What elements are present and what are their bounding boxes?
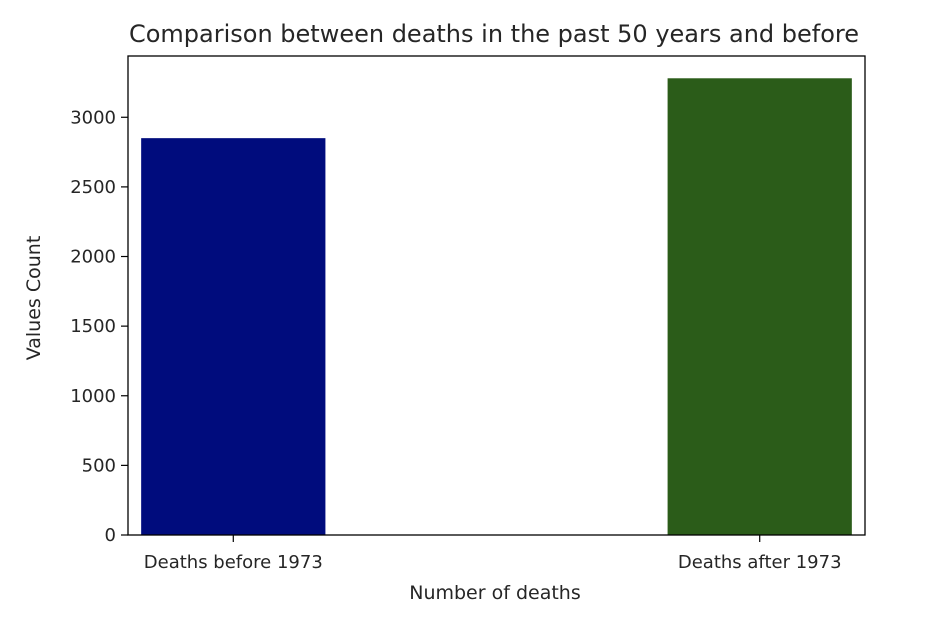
y-tick-label: 2500 bbox=[70, 177, 116, 198]
y-tick-label: 2000 bbox=[70, 247, 116, 268]
plot-frame bbox=[127, 55, 866, 536]
bar-2 bbox=[667, 78, 852, 536]
x-axis-ticks: Deaths before 1973 Deaths after 1973 bbox=[144, 535, 842, 573]
x-axis-label: Number of deaths bbox=[409, 582, 581, 604]
x-tick-label: Deaths before 1973 bbox=[144, 552, 323, 573]
y-axis-ticks: 0 500 1000 1500 2000 2500 3000 bbox=[70, 107, 128, 546]
y-axis-label: Values Count bbox=[23, 236, 45, 361]
bar-1 bbox=[141, 138, 326, 536]
x-tick-label: Deaths after 1973 bbox=[678, 552, 842, 573]
y-tick-label: 0 bbox=[105, 525, 116, 546]
y-tick-label: 3000 bbox=[70, 107, 116, 128]
y-tick-label: 500 bbox=[82, 455, 116, 476]
y-tick-label: 1500 bbox=[70, 316, 116, 337]
chart-title: Comparison between deaths in the past 50… bbox=[129, 20, 859, 48]
bars-group bbox=[141, 78, 852, 536]
y-tick-label: 1000 bbox=[70, 386, 116, 407]
